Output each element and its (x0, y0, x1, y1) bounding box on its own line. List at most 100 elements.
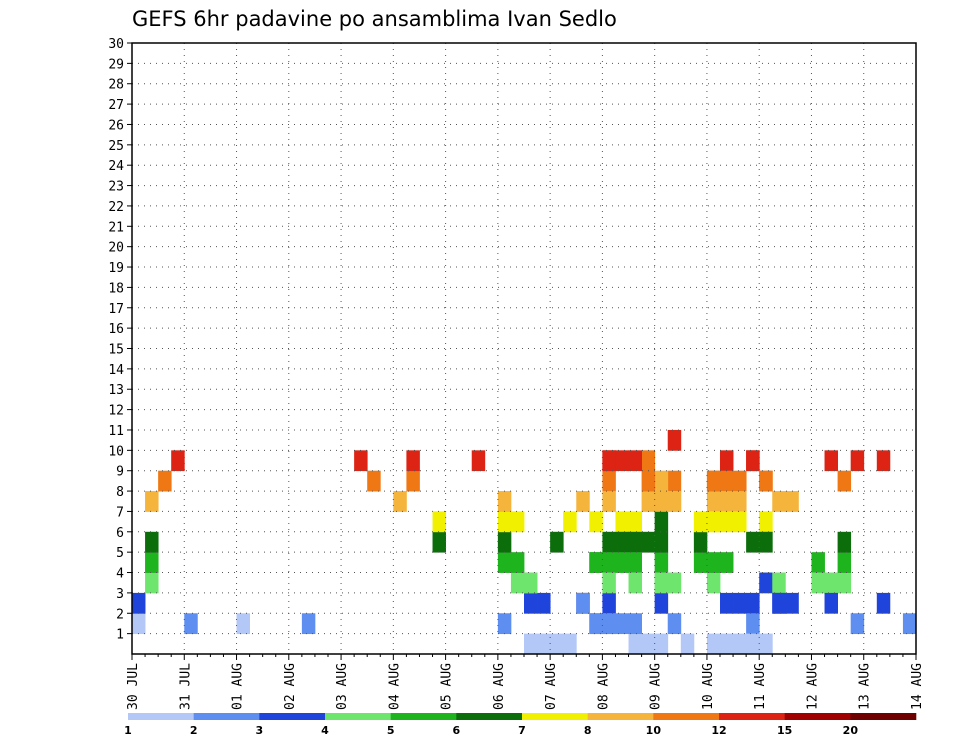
heatmap-cell (733, 511, 747, 533)
legend-label: 8 (584, 724, 592, 737)
heatmap-cell (602, 491, 616, 512)
heatmap-cell (171, 450, 185, 472)
heatmap-cell (811, 552, 825, 573)
heatmap-cell (746, 531, 760, 553)
heatmap-cell (706, 470, 721, 492)
x-tick-label: 07 AUG (544, 663, 559, 710)
heatmap-cell (720, 592, 734, 614)
heatmap-cell (641, 470, 656, 492)
y-tick-label: 5 (116, 546, 124, 561)
heatmap-cell (876, 450, 891, 472)
legend-swatch (784, 713, 851, 720)
heatmap-cell (706, 633, 721, 655)
heatmap-cell (693, 552, 708, 573)
legend-label: 15 (777, 724, 792, 737)
heatmap-cell (720, 450, 734, 472)
heatmap-cell (537, 633, 551, 655)
heatmap-cell (641, 633, 656, 655)
y-tick-label: 14 (108, 363, 124, 378)
y-tick-label: 24 (108, 159, 124, 174)
legend-label: 6 (453, 724, 461, 737)
heatmap-cell (497, 511, 512, 533)
legend-swatch (259, 713, 326, 720)
heatmap-cell (876, 592, 891, 614)
heatmap-cell (733, 592, 747, 614)
heatmap-cell (602, 531, 616, 553)
heatmap-cell (667, 470, 682, 492)
x-tick-label: 10 AUG (701, 663, 716, 710)
heatmap-cell (497, 531, 512, 553)
heatmap-cell (510, 552, 525, 573)
heatmap-cell (746, 633, 760, 655)
heatmap-cell (510, 572, 525, 594)
heatmap-cell (759, 572, 773, 594)
heatmap-cell (602, 450, 616, 472)
heatmap-cell (720, 470, 734, 492)
heatmap-cell (497, 491, 512, 512)
heatmap-cell (850, 450, 865, 472)
heatmap-cell (746, 592, 760, 614)
y-tick-label: 8 (116, 485, 124, 500)
heatmap-cell (367, 470, 381, 492)
y-tick-label: 11 (108, 424, 124, 439)
heatmap-cell (236, 613, 250, 635)
heatmap-cell (837, 552, 852, 573)
heatmap-cell (720, 511, 734, 533)
y-tick-label: 4 (116, 567, 124, 582)
heatmap-cell (589, 552, 603, 573)
heatmap-cell (654, 491, 669, 512)
heatmap-cell (602, 613, 616, 635)
heatmap-cell (563, 633, 577, 655)
heatmap-cell (654, 572, 669, 594)
heatmap-cell (615, 450, 629, 472)
heatmap-cell (654, 633, 669, 655)
x-tick-label: 14 AUG (910, 663, 925, 710)
x-tick-label: 04 AUG (387, 663, 402, 710)
heatmap-cell (132, 613, 146, 635)
heatmap-cell (693, 511, 708, 533)
y-tick-label: 16 (108, 322, 124, 337)
heatmap-cell (524, 572, 538, 594)
x-tick-label: 01 AUG (231, 663, 246, 710)
legend-swatch (193, 713, 260, 720)
legend-label: 2 (190, 724, 198, 737)
heatmap-cell (432, 511, 446, 533)
legend-swatch (390, 713, 457, 720)
heatmap-cell (615, 531, 629, 553)
x-axis: 30 JUL 31 JUL 01 AUG 02 AUG 03 AUG 04 AUG 05 A… (126, 654, 925, 710)
y-tick-label: 28 (108, 78, 124, 93)
heatmap-cell (654, 592, 669, 614)
heatmap-cell (706, 552, 721, 573)
legend-label: 20 (843, 724, 859, 737)
heatmap-cell (550, 531, 564, 553)
heatmap-cell (524, 633, 538, 655)
y-tick-label: 23 (108, 180, 124, 195)
heatmap-cell (785, 491, 799, 512)
heatmap-cell (589, 511, 603, 533)
y-tick-label: 15 (108, 343, 124, 358)
x-tick-label: 13 AUG (858, 663, 873, 710)
heatmap-cell (145, 531, 159, 553)
y-tick-label: 10 (108, 444, 124, 459)
heatmap-cell (510, 511, 525, 533)
heatmap-cell (628, 633, 642, 655)
y-tick-label: 7 (116, 505, 124, 520)
heatmap-cell (158, 470, 172, 492)
y-tick-label: 17 (108, 302, 124, 317)
heatmap-cell (759, 531, 773, 553)
heatmap-cell (563, 511, 577, 533)
legend-swatch (456, 713, 523, 720)
heatmap-cell (772, 491, 786, 512)
heatmap-cell (615, 552, 629, 573)
legend-swatch (128, 713, 194, 720)
y-tick-label: 13 (108, 383, 124, 398)
heatmap-cell (497, 552, 512, 573)
heatmap-cell (667, 572, 682, 594)
heatmap-cell (615, 511, 629, 533)
heatmap-cell (785, 592, 799, 614)
legend-swatch (522, 713, 588, 720)
heatmap-cell (837, 572, 852, 594)
heatmap-cell (720, 633, 734, 655)
heatmap-cell (628, 450, 642, 472)
heatmap-cell (667, 613, 682, 635)
